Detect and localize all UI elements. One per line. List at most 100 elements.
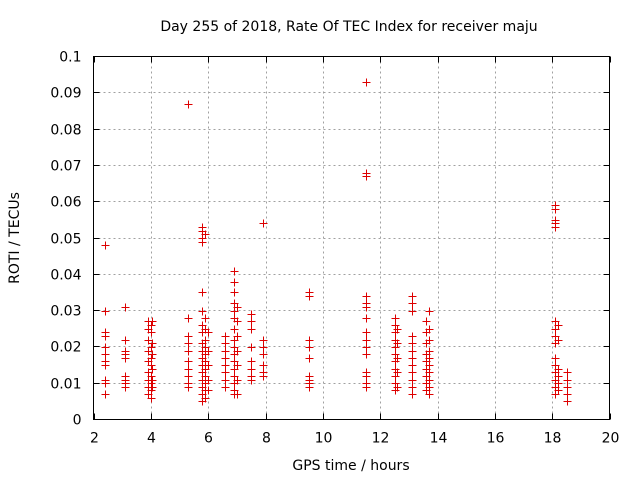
data-point xyxy=(184,332,193,341)
data-point xyxy=(305,383,314,392)
data-point xyxy=(247,376,256,385)
data-point xyxy=(221,332,230,341)
data-point xyxy=(551,354,560,363)
data-point xyxy=(230,278,239,287)
data-point xyxy=(362,383,371,392)
grid-lines xyxy=(93,56,610,420)
data-point xyxy=(554,365,563,374)
data-point xyxy=(408,361,417,370)
y-tick-label: 0.02 xyxy=(50,340,81,356)
data-point xyxy=(101,343,110,352)
data-point xyxy=(391,372,400,381)
data-point xyxy=(425,376,434,385)
data-point xyxy=(408,390,417,399)
data-point xyxy=(305,292,314,301)
data-point xyxy=(198,307,207,316)
data-point xyxy=(221,368,230,377)
data-point xyxy=(121,336,130,345)
data-point xyxy=(247,325,256,334)
data-point xyxy=(563,397,572,406)
data-point xyxy=(221,339,230,348)
data-point xyxy=(362,314,371,323)
x-tick-label: 18 xyxy=(544,431,562,447)
data-point xyxy=(362,336,371,345)
data-point xyxy=(362,350,371,359)
data-point xyxy=(233,303,242,312)
data-point xyxy=(554,336,563,345)
data-point xyxy=(233,376,242,385)
data-point xyxy=(147,354,156,363)
y-tick-label: 0.05 xyxy=(50,232,81,248)
data-point xyxy=(408,339,417,348)
x-tick-label: 10 xyxy=(315,431,333,447)
data-point xyxy=(101,241,110,250)
data-point xyxy=(247,357,256,366)
data-point xyxy=(554,379,563,388)
data-point xyxy=(184,339,193,348)
data-point xyxy=(221,376,230,385)
data-point xyxy=(425,368,434,377)
data-point xyxy=(362,78,371,87)
data-point xyxy=(233,390,242,399)
data-point xyxy=(554,386,563,395)
data-point xyxy=(563,383,572,392)
data-point xyxy=(408,376,417,385)
data-point xyxy=(148,383,157,392)
data-point xyxy=(259,372,268,381)
data-point xyxy=(101,307,110,316)
y-tick-label: 0.03 xyxy=(50,304,81,320)
x-tick-label: 8 xyxy=(262,431,271,447)
data-point xyxy=(425,354,434,363)
data-point xyxy=(148,317,157,326)
data-point xyxy=(184,347,193,356)
data-point xyxy=(101,332,110,341)
data-point xyxy=(147,321,156,330)
data-point xyxy=(184,365,193,374)
data-point xyxy=(362,343,371,352)
data-point xyxy=(408,292,417,301)
data-point xyxy=(391,314,400,323)
data-point xyxy=(391,379,400,388)
data-point xyxy=(147,394,156,403)
data-point xyxy=(101,361,110,370)
data-point xyxy=(247,317,256,326)
data-point xyxy=(391,343,400,352)
x-tick-label: 16 xyxy=(487,431,505,447)
x-tick-label: 2 xyxy=(90,431,99,447)
data-point xyxy=(221,347,230,356)
data-point xyxy=(551,205,560,214)
data-point xyxy=(148,376,157,385)
data-point xyxy=(393,325,402,334)
y-axis-label: ROTI / TECUs xyxy=(7,192,23,284)
data-point xyxy=(393,368,402,377)
data-point xyxy=(247,310,256,319)
y-tick-label: 0 xyxy=(73,413,82,429)
x-tick-label: 6 xyxy=(204,431,213,447)
data-point xyxy=(425,347,434,356)
data-point xyxy=(198,288,207,297)
data-point xyxy=(184,357,193,366)
data-point xyxy=(393,383,402,392)
data-point xyxy=(551,223,560,232)
data-point xyxy=(259,219,268,228)
data-point xyxy=(391,321,400,330)
y-tick-label: 0.08 xyxy=(50,123,81,139)
y-tick-label: 0.06 xyxy=(50,195,81,211)
data-point xyxy=(204,328,213,337)
data-point xyxy=(408,299,417,308)
data-point xyxy=(233,347,242,356)
data-point xyxy=(198,238,207,247)
data-point xyxy=(393,354,402,363)
data-point xyxy=(121,303,130,312)
y-tick-label: 0.01 xyxy=(50,377,81,393)
data-point xyxy=(362,292,371,301)
y-tick-label: 0.09 xyxy=(50,86,81,102)
data-point xyxy=(408,368,417,377)
data-point xyxy=(425,361,434,370)
data-point xyxy=(391,350,400,359)
data-point xyxy=(184,383,193,392)
data-point xyxy=(393,339,402,348)
data-point xyxy=(201,336,210,345)
data-point xyxy=(305,336,314,345)
data-point xyxy=(305,354,314,363)
